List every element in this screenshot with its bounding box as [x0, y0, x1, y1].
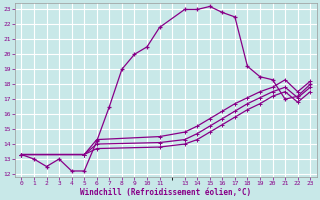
X-axis label: Windchill (Refroidissement éolien,°C): Windchill (Refroidissement éolien,°C) — [80, 188, 252, 197]
